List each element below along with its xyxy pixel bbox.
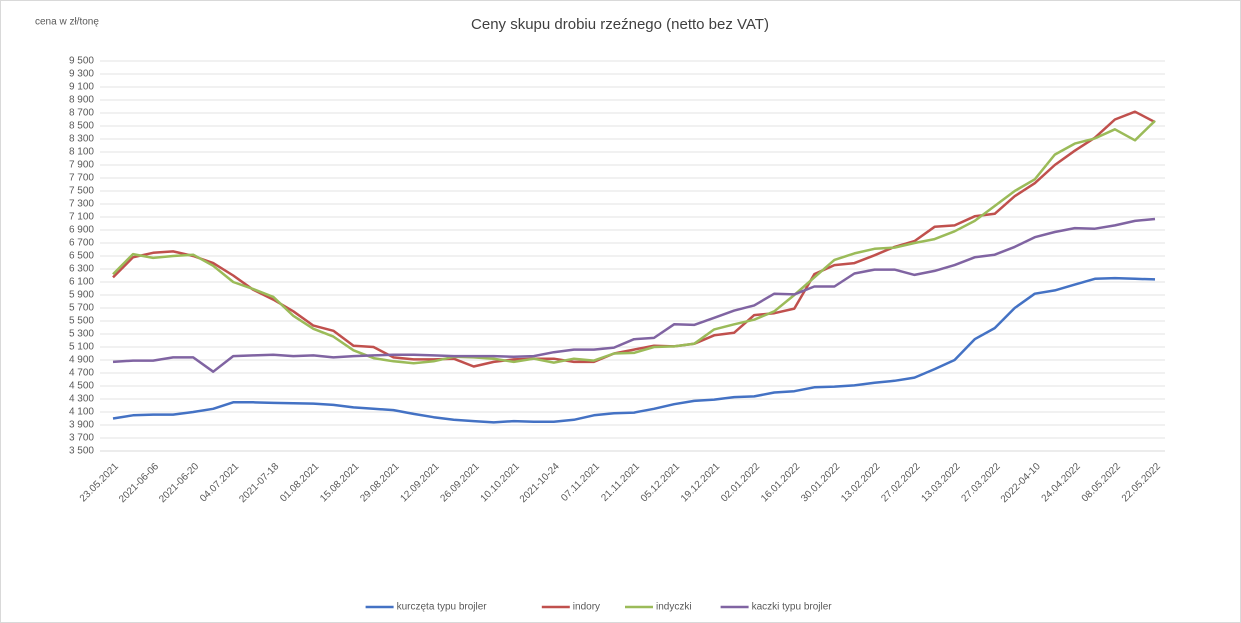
series-line	[112, 217, 1156, 373]
y-tick-label: 7 700	[69, 173, 94, 184]
y-tick-label: 7 900	[69, 160, 94, 171]
y-axis-label: cena w zł/tonę	[35, 17, 99, 28]
y-tick-label: 8 100	[69, 147, 94, 158]
y-tick-label: 6 500	[69, 251, 94, 262]
y-tick-label: 7 100	[69, 212, 94, 223]
y-tick-label: 6 300	[69, 264, 94, 275]
y-tick-label: 7 500	[69, 186, 94, 197]
y-tick-label: 3 700	[69, 433, 94, 444]
y-tick-label: 6 900	[69, 225, 94, 236]
y-tick-label: 8 700	[69, 108, 94, 119]
y-tick-label: 4 900	[69, 355, 94, 366]
y-tick-label: 9 100	[69, 82, 94, 93]
series-line	[112, 276, 1156, 424]
legend-label: indory	[573, 602, 600, 613]
y-tick-label: 3 900	[69, 420, 94, 431]
series-line	[112, 119, 1156, 365]
y-tick-label: 9 500	[69, 56, 94, 67]
legend-label: kaczki typu brojler	[752, 602, 833, 613]
legend-label: indyczki	[656, 602, 692, 613]
y-tick-label: 8 300	[69, 134, 94, 145]
y-tick-label: 4 700	[69, 368, 94, 379]
y-tick-label: 3 500	[69, 446, 94, 457]
y-tick-label: 6 100	[69, 277, 94, 288]
y-tick-label: 9 300	[69, 69, 94, 80]
y-tick-label: 4 100	[69, 407, 94, 418]
y-tick-label: 8 900	[69, 95, 94, 106]
legend-label: kurczęta typu brojler	[397, 602, 488, 613]
y-tick-label: 5 500	[69, 316, 94, 327]
y-tick-label: 5 300	[69, 329, 94, 340]
y-tick-label: 5 100	[69, 342, 94, 353]
y-tick-label: 5 700	[69, 303, 94, 314]
y-tick-label: 7 300	[69, 199, 94, 210]
y-tick-label: 6 700	[69, 238, 94, 249]
y-tick-label: 4 500	[69, 381, 94, 392]
y-tick-label: 5 900	[69, 290, 94, 301]
chart-title: Ceny skupu drobiu rzeźnego (netto bez VA…	[471, 16, 769, 33]
y-tick-label: 8 500	[69, 121, 94, 132]
y-tick-label: 4 300	[69, 394, 94, 405]
